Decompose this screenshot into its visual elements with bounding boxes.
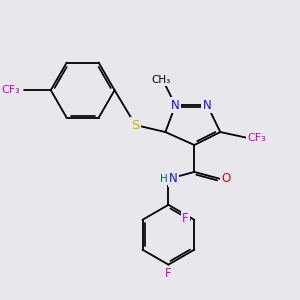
Text: N: N bbox=[169, 172, 178, 185]
Text: F: F bbox=[165, 267, 172, 280]
Text: CF₃: CF₃ bbox=[2, 85, 20, 95]
Text: N: N bbox=[171, 99, 180, 112]
Text: O: O bbox=[222, 172, 231, 185]
Text: CF₃: CF₃ bbox=[248, 133, 266, 143]
Text: S: S bbox=[131, 118, 140, 132]
Text: H: H bbox=[160, 174, 167, 184]
Text: CH₃: CH₃ bbox=[152, 75, 171, 85]
Text: F: F bbox=[182, 212, 189, 225]
Text: N: N bbox=[203, 99, 212, 112]
